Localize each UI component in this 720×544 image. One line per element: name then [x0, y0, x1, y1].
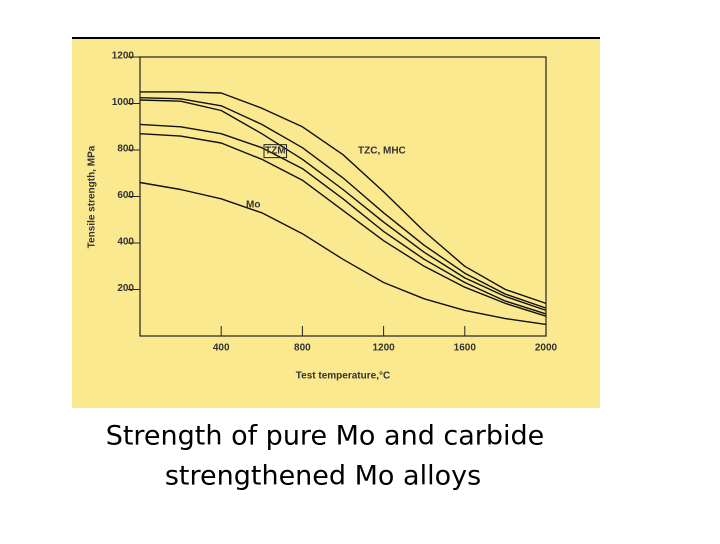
curve	[139, 133, 547, 317]
caption-line: strengthened Mo alloys	[165, 461, 481, 492]
x-tick-label: 800	[294, 343, 311, 354]
label-box	[263, 144, 288, 159]
y-tick-label: 800	[117, 144, 134, 155]
y-tick-label: 200	[117, 283, 134, 294]
curve	[139, 99, 547, 312]
x-tick-label: 400	[213, 343, 230, 354]
x-tick-label: 2000	[535, 343, 558, 354]
x-tick-label: 1200	[372, 343, 395, 354]
y-tick-label: 400	[117, 237, 134, 248]
curve	[139, 181, 547, 326]
curve	[140, 91, 547, 305]
curve	[139, 97, 547, 309]
y-tick-label: 600	[117, 190, 134, 201]
curve-label: TZC, MHC	[358, 146, 406, 157]
x-axis-title: Test temperature,°C	[296, 371, 390, 382]
y-tick-label: 1200	[112, 51, 135, 62]
curve-label: Mo	[246, 200, 260, 211]
caption-line: Strength of pure Mo and carbide	[106, 421, 545, 452]
curve-label: TZM	[265, 146, 286, 157]
x-tick-label: 1600	[454, 343, 477, 354]
y-axis-title: Tensile strength, MPa	[87, 145, 98, 248]
chart-panel	[72, 38, 600, 408]
curve	[139, 123, 547, 315]
y-tick-label: 1000	[112, 97, 135, 108]
